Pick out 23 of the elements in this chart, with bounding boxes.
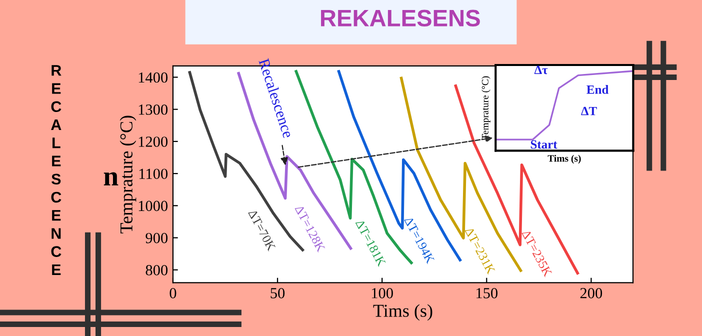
x-tick-label: 150 — [476, 288, 498, 298]
text: RECALESCENCE — [51, 65, 62, 275]
x-tick-label: 200 — [580, 288, 602, 298]
x-axis-title: Tims (s) — [373, 304, 432, 321]
y-tick-label: 1200 — [138, 136, 168, 147]
text: n — [104, 172, 118, 186]
y-tick-label: 1300 — [138, 104, 168, 115]
x-tick-label: 100 — [372, 288, 393, 298]
annotation: End — [586, 85, 609, 94]
x-tick-label: 50 — [270, 288, 285, 298]
y-axis-title: Temprature (°C) — [120, 116, 136, 234]
annotation: Tims (s) — [548, 154, 581, 164]
annotation: Start — [530, 140, 558, 149]
annotation: Δτ — [534, 66, 548, 74]
x-tick-label: 0 — [170, 288, 176, 298]
y-tick-label: 1400 — [138, 72, 168, 83]
annotation: ΔT — [581, 106, 597, 116]
y-tick-label: 800 — [146, 265, 168, 276]
chart-title: REKALESENS — [321, 10, 480, 26]
y-tick-label: 1000 — [138, 200, 168, 212]
y-tick-label: 900 — [146, 232, 168, 244]
y-tick-label: 1100 — [139, 168, 168, 179]
annotation: Temprature (°C) — [482, 76, 490, 140]
